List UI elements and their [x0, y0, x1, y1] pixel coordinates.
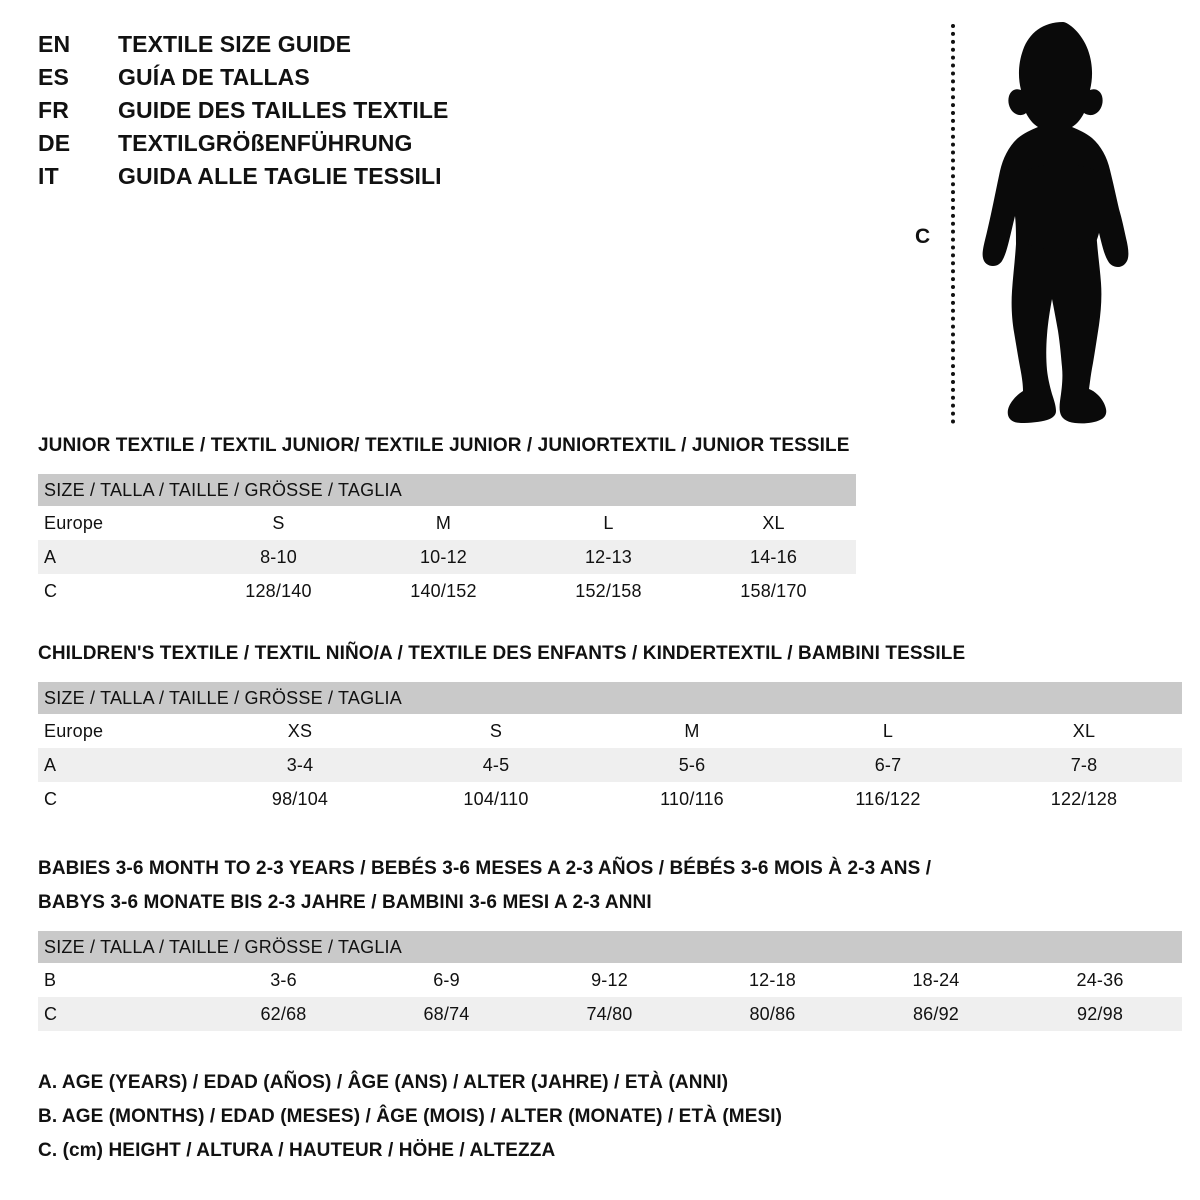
junior-age-xl: 14-16: [691, 540, 857, 574]
babies-months-4: 12-18: [691, 963, 854, 997]
height-dotted-line: [951, 24, 955, 424]
junior-size-band-row: SIZE / TALLA / TAILLE / GRÖSSE / TAGLIA: [38, 474, 857, 506]
children-height-l: 116/122: [790, 782, 986, 816]
table-row: Europe S M L XL: [38, 506, 857, 540]
language-code-it: IT: [38, 163, 59, 189]
children-row-label-a: A: [38, 748, 202, 782]
babies-size-band-label: SIZE / TALLA / TAILLE / GRÖSSE / TAGLIA: [38, 931, 1183, 963]
babies-months-6: 24-36: [1018, 963, 1183, 997]
table-row: C 128/140 140/152 152/158 158/170: [38, 574, 857, 608]
babies-height-3: 74/80: [528, 997, 691, 1031]
babies-height-6: 92/98: [1018, 997, 1183, 1031]
language-title-it: GUIDA ALLE TAGLIE TESSILI: [118, 163, 442, 189]
language-code-en: EN: [38, 31, 71, 57]
legend-line-b: B. AGE (MONTHS) / EDAD (MESES) / ÂGE (MO…: [38, 1106, 783, 1127]
child-silhouette-icon: [982, 22, 1129, 424]
children-row-label-europe: Europe: [38, 714, 202, 748]
language-header: EN TEXTILE SIZE GUIDE ES GUÍA DE TALLAS …: [38, 28, 558, 193]
height-measurement-figure: C: [905, 10, 1175, 430]
section-title-babies-line2: BABYS 3-6 MONATE BIS 2-3 JAHRE / BAMBINI…: [38, 892, 652, 913]
section-title-junior: JUNIOR TEXTILE / TEXTIL JUNIOR/ TEXTILE …: [38, 435, 850, 456]
children-height-s: 104/110: [398, 782, 594, 816]
junior-height-m: 140/152: [361, 574, 526, 608]
table-row: A 8-10 10-12 12-13 14-16: [38, 540, 857, 574]
children-row-label-c: C: [38, 782, 202, 816]
language-row-de: DE TEXTILGRÖßENFÜHRUNG: [38, 127, 558, 160]
junior-age-l: 12-13: [526, 540, 691, 574]
language-code-fr: FR: [38, 97, 70, 123]
babies-size-table: SIZE / TALLA / TAILLE / GRÖSSE / TAGLIA …: [38, 931, 1183, 1031]
legend-line-a: A. AGE (YEARS) / EDAD (AÑOS) / ÂGE (ANS)…: [38, 1072, 729, 1093]
babies-size-band-row: SIZE / TALLA / TAILLE / GRÖSSE / TAGLIA: [38, 931, 1183, 963]
language-row-en: EN TEXTILE SIZE GUIDE: [38, 28, 558, 61]
babies-height-4: 80/86: [691, 997, 854, 1031]
table-row: B 3-6 6-9 9-12 12-18 18-24 24-36: [38, 963, 1183, 997]
children-size-table: SIZE / TALLA / TAILLE / GRÖSSE / TAGLIA …: [38, 682, 1183, 816]
children-height-m: 110/116: [594, 782, 790, 816]
children-age-xs: 3-4: [202, 748, 398, 782]
children-europe-s: S: [398, 714, 594, 748]
children-europe-xl: XL: [986, 714, 1183, 748]
junior-row-label-a: A: [38, 540, 196, 574]
babies-months-3: 9-12: [528, 963, 691, 997]
junior-row-label-europe: Europe: [38, 506, 196, 540]
babies-height-1: 62/68: [202, 997, 365, 1031]
section-title-children: CHILDREN'S TEXTILE / TEXTIL NIÑO/A / TEX…: [38, 643, 966, 664]
babies-months-5: 18-24: [854, 963, 1018, 997]
section-childrens-textile: CHILDREN'S TEXTILE / TEXTIL NIÑO/A / TEX…: [38, 640, 1183, 816]
children-age-xl: 7-8: [986, 748, 1183, 782]
junior-age-m: 10-12: [361, 540, 526, 574]
language-row-es: ES GUÍA DE TALLAS: [38, 61, 558, 94]
junior-europe-l: L: [526, 506, 691, 540]
language-row-fr: FR GUIDE DES TAILLES TEXTILE: [38, 94, 558, 127]
junior-size-table: SIZE / TALLA / TAILLE / GRÖSSE / TAGLIA …: [38, 474, 857, 608]
junior-europe-m: M: [361, 506, 526, 540]
legend-line-c: C. (cm) HEIGHT / ALTURA / HAUTEUR / HÖHE…: [38, 1140, 556, 1161]
children-size-band-row: SIZE / TALLA / TAILLE / GRÖSSE / TAGLIA: [38, 682, 1183, 714]
section-junior-textile: JUNIOR TEXTILE / TEXTIL JUNIOR/ TEXTILE …: [38, 432, 857, 608]
junior-size-band-label: SIZE / TALLA / TAILLE / GRÖSSE / TAGLIA: [38, 474, 857, 506]
language-title-es: GUÍA DE TALLAS: [118, 64, 310, 90]
children-europe-l: L: [790, 714, 986, 748]
language-title-en: TEXTILE SIZE GUIDE: [118, 31, 352, 57]
table-row: A 3-4 4-5 5-6 6-7 7-8: [38, 748, 1183, 782]
junior-age-s: 8-10: [196, 540, 361, 574]
babies-months-2: 6-9: [365, 963, 528, 997]
children-age-m: 5-6: [594, 748, 790, 782]
junior-europe-s: S: [196, 506, 361, 540]
babies-row-label-c: C: [38, 997, 202, 1031]
language-code-de: DE: [38, 130, 71, 156]
height-axis-label: C: [915, 225, 931, 248]
legend: A. AGE (YEARS) / EDAD (AÑOS) / ÂGE (ANS)…: [38, 1066, 938, 1168]
junior-row-label-c: C: [38, 574, 196, 608]
table-row: C 62/68 68/74 74/80 80/86 86/92 92/98: [38, 997, 1183, 1031]
babies-height-5: 86/92: [854, 997, 1018, 1031]
junior-height-xl: 158/170: [691, 574, 857, 608]
junior-europe-xl: XL: [691, 506, 857, 540]
language-title-de: TEXTILGRÖßENFÜHRUNG: [118, 130, 413, 156]
language-code-es: ES: [38, 64, 70, 90]
section-babies-textile: BABIES 3-6 MONTH TO 2-3 YEARS / BEBÉS 3-…: [38, 855, 1183, 1031]
junior-height-l: 152/158: [526, 574, 691, 608]
language-row-it: IT GUIDA ALLE TAGLIE TESSILI: [38, 160, 558, 193]
babies-months-1: 3-6: [202, 963, 365, 997]
children-age-l: 6-7: [790, 748, 986, 782]
table-row: Europe XS S M L XL: [38, 714, 1183, 748]
junior-height-s: 128/140: [196, 574, 361, 608]
table-row: C 98/104 104/110 110/116 116/122 122/128: [38, 782, 1183, 816]
section-title-babies-line1: BABIES 3-6 MONTH TO 2-3 YEARS / BEBÉS 3-…: [38, 858, 932, 879]
babies-height-2: 68/74: [365, 997, 528, 1031]
babies-row-label-b: B: [38, 963, 202, 997]
children-size-band-label: SIZE / TALLA / TAILLE / GRÖSSE / TAGLIA: [38, 682, 1183, 714]
children-height-xl: 122/128: [986, 782, 1183, 816]
language-title-fr: GUIDE DES TAILLES TEXTILE: [118, 97, 449, 123]
children-europe-m: M: [594, 714, 790, 748]
children-europe-xs: XS: [202, 714, 398, 748]
children-height-xs: 98/104: [202, 782, 398, 816]
children-age-s: 4-5: [398, 748, 594, 782]
